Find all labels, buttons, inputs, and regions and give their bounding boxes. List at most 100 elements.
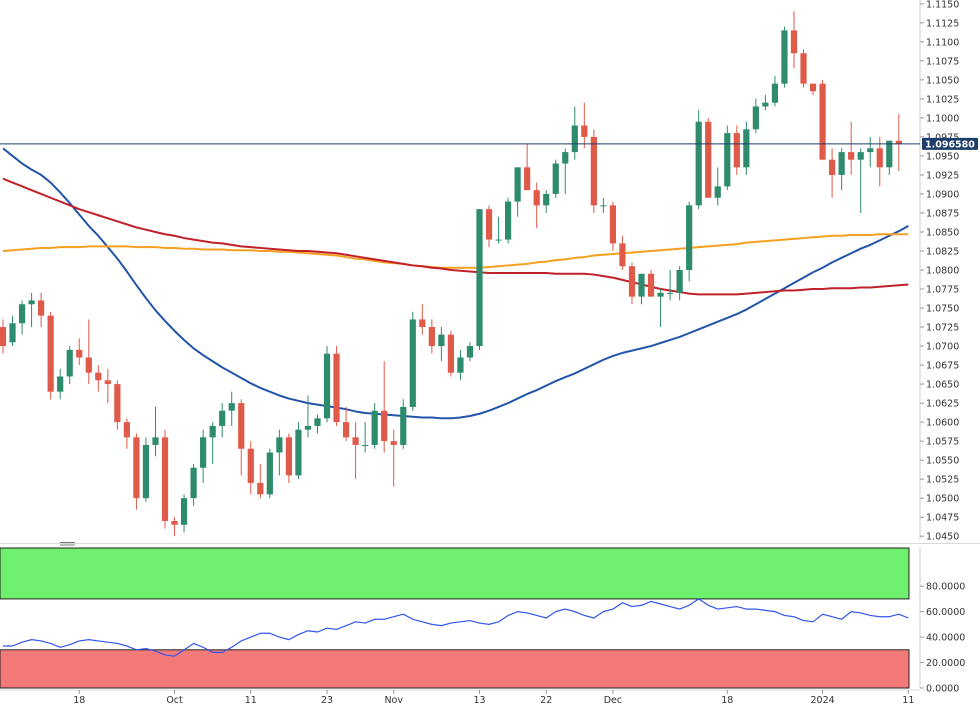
candle [323, 346, 331, 423]
candle [247, 441, 254, 495]
candle [9, 315, 16, 347]
candle [714, 167, 721, 206]
candle-body [400, 406, 407, 445]
candle [85, 319, 92, 385]
x-axis-label: 2024 [810, 695, 834, 706]
panel-divider[interactable] [0, 542, 980, 546]
rsi-axis-label: 40.0000 [926, 633, 965, 644]
candle [228, 391, 235, 426]
candle-body [829, 159, 836, 175]
candle-body [581, 125, 588, 137]
candle-body [133, 437, 140, 499]
candle [352, 422, 359, 480]
candle [28, 292, 35, 328]
candle-body [838, 152, 845, 175]
candle [152, 406, 159, 457]
candle [209, 422, 216, 464]
candle [0, 319, 7, 354]
candle-body [895, 140, 902, 144]
price-axis-label: 1.1150 [926, 0, 959, 10]
candle-body [9, 323, 16, 343]
candle-body [762, 102, 769, 107]
candle [838, 148, 845, 191]
candle-body [705, 121, 712, 198]
candle [581, 102, 588, 149]
candle [371, 403, 378, 449]
candle [571, 106, 578, 160]
candle [95, 365, 102, 392]
price-axis-label: 1.1100 [926, 37, 959, 48]
x-axis-label: 23 [321, 695, 333, 706]
moving-average-line-3 [2, 177, 909, 296]
x-axis-label: 18 [73, 695, 85, 706]
candle-body [209, 425, 216, 438]
candle-body [342, 422, 350, 438]
candle-body [504, 201, 512, 240]
price-axis-label: 1.0550 [926, 456, 959, 467]
candle-body [857, 152, 864, 160]
candle [381, 361, 388, 453]
candle-body [600, 205, 607, 207]
candle [438, 327, 445, 362]
candle [285, 433, 292, 483]
candle [514, 167, 521, 217]
candle-body [524, 167, 531, 191]
candle [600, 197, 607, 213]
price-axis-label: 1.1000 [926, 113, 959, 124]
candle-body [781, 30, 788, 84]
x-axis-label: Nov [384, 695, 403, 706]
price-axis-label: 1.0575 [926, 437, 959, 448]
rsi-axis-label: 0.0000 [926, 684, 959, 695]
candle-body [695, 121, 702, 206]
candle [133, 433, 140, 510]
candle [476, 209, 483, 350]
candle [771, 76, 779, 107]
candle-body [28, 300, 35, 305]
candle-body [848, 152, 855, 160]
x-axis-label: Oct [166, 695, 183, 706]
candle-body [886, 140, 893, 168]
candle [876, 136, 883, 187]
candle-body [104, 380, 111, 385]
candle-body [438, 334, 445, 347]
candle-body [733, 133, 740, 168]
candle [504, 197, 512, 244]
candle-body [552, 163, 559, 194]
candle [266, 448, 273, 499]
x-axis: 18 Oct 11 23 Nov 13 22 Dec 18 2024 11 [0, 689, 920, 706]
price-axis-label: 1.0875 [926, 208, 959, 219]
rsi-axis-label: 20.0000 [926, 658, 965, 669]
candle [171, 517, 178, 537]
candle [848, 121, 855, 175]
price-plot-area [0, 11, 909, 537]
candle [142, 437, 150, 502]
candle [114, 380, 121, 430]
candle [619, 235, 626, 270]
candle-body [219, 410, 226, 426]
current-price-value: 1.096580 [925, 139, 975, 150]
candle-body [476, 209, 483, 347]
candle-body [676, 270, 683, 293]
candle [47, 311, 54, 400]
candle [38, 292, 45, 328]
candle-body [638, 273, 645, 297]
candle-body [714, 186, 721, 198]
candle [295, 422, 302, 480]
price-axis-label: 1.1075 [926, 56, 959, 67]
candle-body [447, 334, 455, 373]
candle [657, 289, 664, 328]
candle-body [381, 410, 388, 442]
rsi-line [3, 598, 909, 657]
candle [485, 205, 493, 248]
candle [57, 368, 64, 400]
candle-body [790, 30, 798, 54]
candle [428, 319, 435, 354]
candle [724, 125, 731, 191]
candle [447, 330, 455, 377]
candle-body [428, 327, 435, 347]
candle [809, 83, 817, 96]
candle [390, 429, 397, 487]
candle [667, 270, 674, 301]
candle-body [809, 83, 817, 92]
